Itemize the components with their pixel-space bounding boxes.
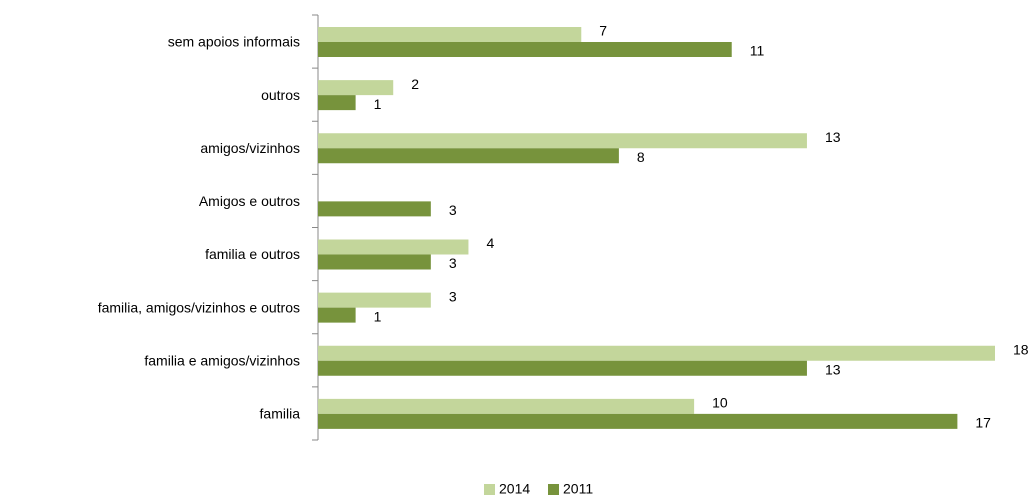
y-tick-label: familia, amigos/vizinhos e outros [98,299,300,315]
bar [318,398,695,414]
y-tick-label: familia [260,406,301,422]
y-tick-label: familia e outros [205,246,300,262]
value-label: 8 [637,149,645,165]
legend-label: 2011 [563,481,593,497]
bar [318,292,431,308]
bar [318,80,394,96]
legend-label: 2014 [499,481,530,497]
value-label: 13 [825,361,841,377]
bar [318,148,619,164]
value-label: 18 [1013,341,1029,357]
value-label: 7 [599,23,607,39]
value-label: 10 [712,395,728,411]
y-tick-label: outros [261,87,300,103]
y-tick-label: Amigos e outros [199,193,300,209]
value-label: 2 [411,76,419,92]
value-label: 3 [449,288,457,304]
bar [318,133,807,149]
bar [318,201,431,217]
value-label: 3 [449,202,457,218]
bar [318,360,807,376]
y-tick-label: sem apoios informais [168,34,300,50]
legend-swatch [548,484,559,495]
bar [318,254,431,270]
bar [318,345,995,361]
value-label: 13 [825,129,841,145]
value-label: 1 [374,96,382,112]
y-tick-label: amigos/vizinhos [200,140,300,156]
bar [318,27,582,42]
value-label: 4 [486,235,494,251]
bar [318,307,356,323]
value-label: 3 [449,255,457,271]
bar [318,42,732,57]
bar [318,413,958,429]
y-tick-label: familia e amigos/vizinhos [144,352,300,368]
value-label: 17 [975,415,991,431]
bar [318,239,469,255]
value-label: 1 [374,308,382,324]
legend-swatch [484,484,495,495]
bar [318,95,356,111]
value-label: 11 [750,43,765,59]
